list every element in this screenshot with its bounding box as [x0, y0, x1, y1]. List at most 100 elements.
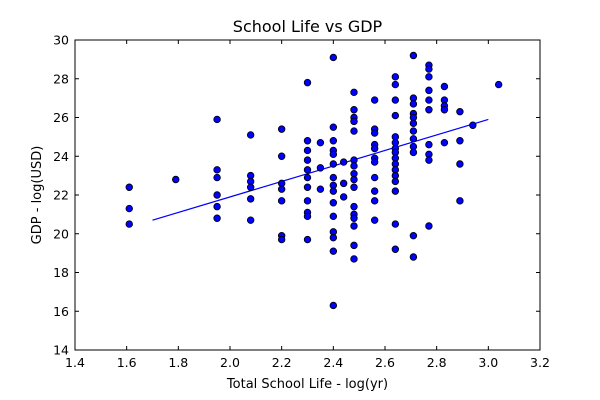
- data-point: [350, 162, 358, 170]
- data-point: [303, 173, 312, 182]
- data-point: [391, 80, 400, 89]
- data-point: [329, 199, 338, 207]
- y-tick-label: 20: [53, 226, 69, 241]
- data-point: [329, 137, 338, 145]
- data-point: [409, 231, 418, 240]
- y-tick-label: 18: [53, 265, 69, 280]
- data-point: [339, 179, 348, 188]
- data-point: [409, 100, 418, 108]
- data-point: [125, 220, 133, 228]
- data-point: [246, 131, 255, 139]
- data-point: [316, 164, 325, 172]
- data-point: [316, 185, 325, 193]
- data-point: [277, 197, 286, 205]
- data-point: [425, 156, 433, 164]
- plot-background: [75, 40, 540, 350]
- data-point: [329, 233, 338, 242]
- y-tick-label: 14: [53, 343, 69, 358]
- data-point: [350, 117, 358, 126]
- data-point: [350, 202, 358, 211]
- data-point: [350, 127, 358, 135]
- data-point: [303, 146, 312, 155]
- x-tick-label: 1.4: [65, 355, 85, 370]
- data-point: [277, 185, 286, 193]
- data-point: [425, 96, 433, 104]
- x-axis-ticks: 1.4 1.6 1.8 2.0 2.2 2.4 2.6 2.8 3.0 3.2: [65, 40, 550, 370]
- data-point: [329, 247, 338, 255]
- data-point: [350, 241, 358, 250]
- data-point: [329, 301, 338, 310]
- data-point: [350, 106, 358, 114]
- y-tick-label: 24: [53, 149, 69, 164]
- data-point: [329, 123, 338, 131]
- x-tick-label: 2.6: [375, 355, 395, 370]
- data-point: [316, 138, 325, 147]
- data-point: [456, 137, 464, 145]
- data-point: [440, 138, 449, 147]
- data-point: [440, 106, 449, 114]
- data-point: [213, 173, 221, 182]
- x-tick-label: 2.2: [272, 355, 292, 370]
- data-point: [246, 216, 255, 224]
- x-tick-label: 2.8: [427, 355, 447, 370]
- data-point: [391, 96, 400, 104]
- data-point: [213, 166, 221, 174]
- data-point: [391, 187, 400, 195]
- data-point: [350, 255, 358, 263]
- data-point: [409, 119, 418, 128]
- data-point: [370, 158, 379, 166]
- data-point: [350, 183, 358, 191]
- data-point: [213, 214, 221, 222]
- data-point: [370, 129, 379, 137]
- data-point: [172, 175, 180, 184]
- data-point: [370, 197, 379, 205]
- x-tick-label: 2.0: [220, 355, 240, 370]
- data-point: [391, 245, 400, 253]
- data-point: [329, 212, 338, 221]
- x-tick-label: 1.8: [168, 355, 188, 370]
- data-point: [246, 195, 255, 203]
- data-point: [409, 253, 418, 261]
- data-point: [409, 148, 418, 157]
- data-point: [339, 158, 348, 166]
- data-point: [303, 156, 312, 164]
- data-point: [277, 125, 286, 133]
- plot-area: [74, 39, 541, 351]
- data-point: [425, 106, 433, 114]
- data-point: [303, 78, 312, 87]
- data-point: [391, 73, 400, 81]
- x-tick-label: 3.0: [478, 355, 498, 370]
- data-point: [440, 82, 449, 91]
- x-tick-label: 2.4: [323, 355, 343, 370]
- y-axis-label: GDP - log(USD): [30, 146, 45, 245]
- y-tick-label: 28: [53, 71, 69, 86]
- data-point: [370, 144, 379, 153]
- y-tick-label: 30: [53, 33, 69, 48]
- data-point: [409, 51, 418, 60]
- data-point: [329, 150, 338, 159]
- data-point: [350, 214, 358, 222]
- data-point: [277, 235, 286, 244]
- data-point: [329, 160, 338, 168]
- data-point: [303, 166, 312, 174]
- data-point: [329, 53, 338, 62]
- data-point: [350, 88, 358, 97]
- data-point: [125, 204, 133, 213]
- y-tick-label: 26: [53, 110, 69, 125]
- data-point: [303, 183, 312, 191]
- data-point: [469, 121, 477, 129]
- y-tick-label: 16: [53, 304, 69, 319]
- data-point: [425, 65, 433, 73]
- y-tick-label: 22: [53, 188, 69, 203]
- data-point: [213, 115, 221, 124]
- data-point: [391, 177, 400, 186]
- x-axis-label: Total School Life - log(yr): [226, 377, 388, 392]
- data-point: [303, 235, 312, 244]
- data-point: [425, 140, 433, 149]
- data-point: [409, 135, 418, 143]
- data-point: [213, 202, 221, 211]
- data-point: [425, 73, 433, 81]
- data-point: [246, 183, 255, 191]
- data-point: [350, 175, 358, 184]
